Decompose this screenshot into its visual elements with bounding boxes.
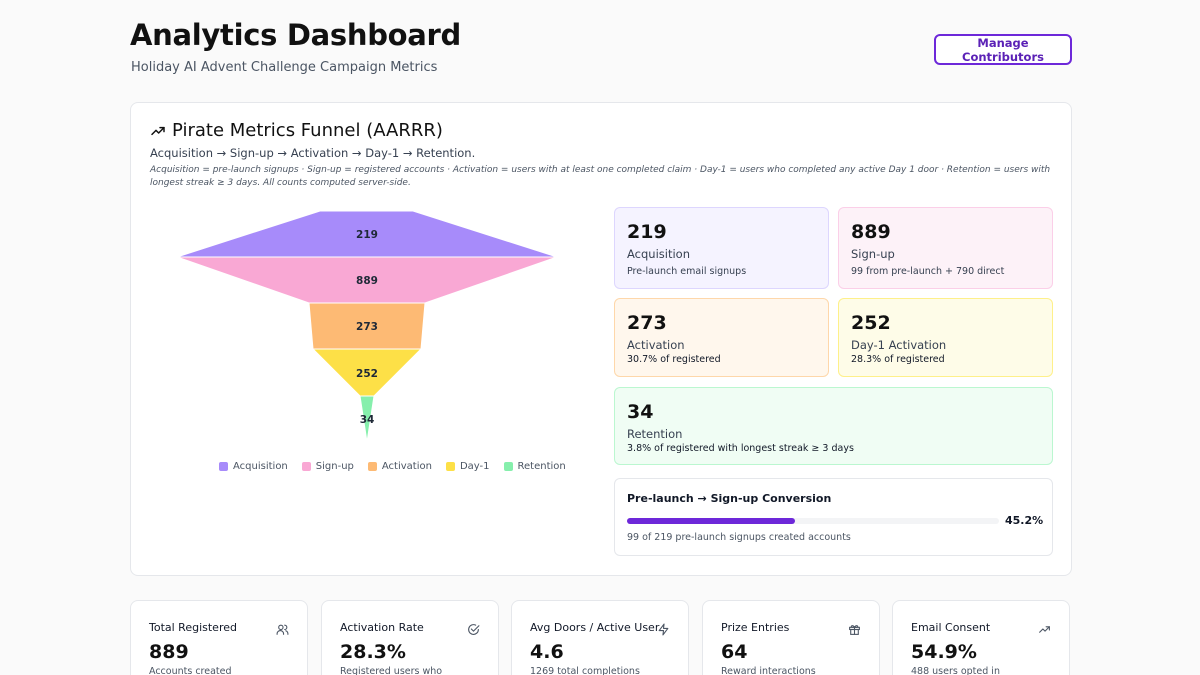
stat-subtext: 488 users opted in (911, 666, 1000, 675)
metric-subtext: 99 from pre-launch + 790 direct (851, 266, 1005, 277)
metric-subtext: 30.7% of registered (627, 354, 721, 365)
funnel-card-title: Pirate Metrics Funnel (AARRR) (172, 120, 443, 141)
legend-item-sign-up[interactable]: Sign-up (301, 461, 354, 472)
metric-card-activation: 273 Activation 30.7% of registered (614, 298, 829, 377)
metric-label: Sign-up (851, 247, 895, 261)
stat-label: Total Registered (149, 621, 237, 634)
metric-subtext: Pre-launch email signups (627, 266, 747, 277)
stat-value: 889 (149, 641, 189, 663)
check-circle-icon (467, 621, 480, 635)
funnel-chart: 219 889 273 252 34 (176, 210, 558, 443)
funnel-definitions-note: Acquisition = pre-launch signups · Sign-… (150, 165, 1051, 188)
legend-label: Retention (517, 461, 566, 472)
metric-label: Day-1 Activation (851, 338, 947, 352)
stat-value: 64 (721, 641, 748, 663)
stat-label: Email Consent (911, 621, 991, 634)
page-subtitle: Holiday AI Advent Challenge Campaign Met… (131, 60, 438, 75)
metric-card-retention: 34 Retention 3.8% of registered with longe… (614, 387, 1053, 465)
metric-subtext: 28.3% of registered (851, 354, 945, 365)
metric-value: 273 (627, 312, 667, 334)
conversion-progress-track (627, 518, 999, 524)
funnel-card-header: Pirate Metrics Funnel (AARRR) (150, 120, 443, 141)
metric-label: Retention (627, 427, 683, 441)
metric-card-day-1-activation: 252 Day-1 Activation 28.3% of registered (838, 298, 1053, 377)
metric-value: 219 (627, 221, 667, 243)
metric-label: Acquisition (627, 247, 690, 261)
gift-icon (848, 621, 861, 635)
legend-item-day-1[interactable]: Day-1 (445, 461, 490, 472)
legend-swatch (503, 462, 513, 471)
funnel-value-activation: 273 (356, 321, 378, 333)
stat-value: 54.9% (911, 641, 977, 663)
legend-swatch (219, 462, 228, 471)
users-icon (276, 621, 289, 635)
funnel-legend: Acquisition Sign-up Activation Day-1 Retenti… (219, 461, 566, 472)
funnel-value-acquisition: 219 (356, 229, 378, 241)
stat-card-avg-doors-per-active-user: Avg Doors / Active User 4.6 1269 total com… (511, 600, 689, 675)
legend-label: Sign-up (315, 461, 354, 472)
legend-item-activation[interactable]: Activation (367, 461, 432, 472)
stat-card-prize-entries: Prize Entries 64 Reward interactions (702, 600, 880, 675)
legend-swatch (301, 462, 311, 471)
metric-value: 34 (627, 401, 654, 423)
stat-subtext: Accounts created (149, 666, 232, 675)
metric-card-acquisition: 219 Acquisition Pre-launch email signups (614, 207, 829, 289)
funnel-value-retention: 34 (360, 414, 375, 426)
stat-card-email-consent: Email Consent 54.9% 488 users opted in (892, 600, 1070, 675)
legend-label: Activation (381, 461, 432, 472)
stat-card-total-registered: Total Registered 889 Accounts created (130, 600, 308, 675)
metric-subtext: 3.8% of registered with longest streak ≥… (627, 443, 854, 454)
funnel-value-day-1: 252 (356, 368, 378, 380)
page-title: Analytics Dashboard (130, 18, 462, 52)
stat-value: 4.6 (530, 641, 564, 663)
metric-card-sign-up: 889 Sign-up 99 from pre-launch + 790 direc… (838, 207, 1053, 289)
metric-value: 889 (851, 221, 891, 243)
legend-swatch (367, 462, 377, 471)
stat-label: Avg Doors / Active User (530, 621, 660, 634)
stat-subtext: 1269 total completions (530, 666, 640, 675)
stat-subtext: Registered users who (340, 666, 443, 675)
stat-card-activation-rate: Activation Rate 28.3% Registered users who (321, 600, 499, 675)
conversion-progress-fill (627, 518, 796, 524)
conversion-note: 99 of 219 pre-launch signups created acc… (627, 532, 851, 543)
legend-label: Day-1 (459, 461, 490, 472)
stat-label: Activation Rate (340, 621, 424, 634)
lightning-icon (657, 621, 670, 636)
funnel-description: Acquisition → Sign-up → Activation → Day… (150, 146, 476, 160)
stat-label: Prize Entries (721, 621, 790, 634)
legend-item-acquisition[interactable]: Acquisition (219, 461, 288, 472)
conversion-panel: Pre-launch → Sign-up Conversion 45.2% 99… (614, 478, 1053, 556)
funnel-card: Pirate Metrics Funnel (AARRR) Acquisitio… (130, 102, 1072, 576)
legend-label: Acquisition (233, 461, 288, 472)
manage-contributors-button[interactable]: Manage Contributors (934, 34, 1072, 65)
legend-swatch (445, 462, 455, 471)
funnel-value-sign-up: 889 (356, 275, 378, 287)
conversion-percent: 45.2% (1005, 514, 1044, 527)
stat-value: 28.3% (340, 641, 406, 663)
funnel-stage-retention[interactable] (359, 395, 375, 443)
conversion-title: Pre-launch → Sign-up Conversion (627, 492, 832, 505)
metric-value: 252 (851, 312, 891, 334)
trending-up-icon (151, 126, 165, 135)
stat-subtext: Reward interactions (721, 666, 816, 675)
trending-up-icon (1038, 621, 1051, 634)
legend-item-retention[interactable]: Retention (503, 461, 566, 472)
metric-label: Activation (627, 338, 685, 352)
